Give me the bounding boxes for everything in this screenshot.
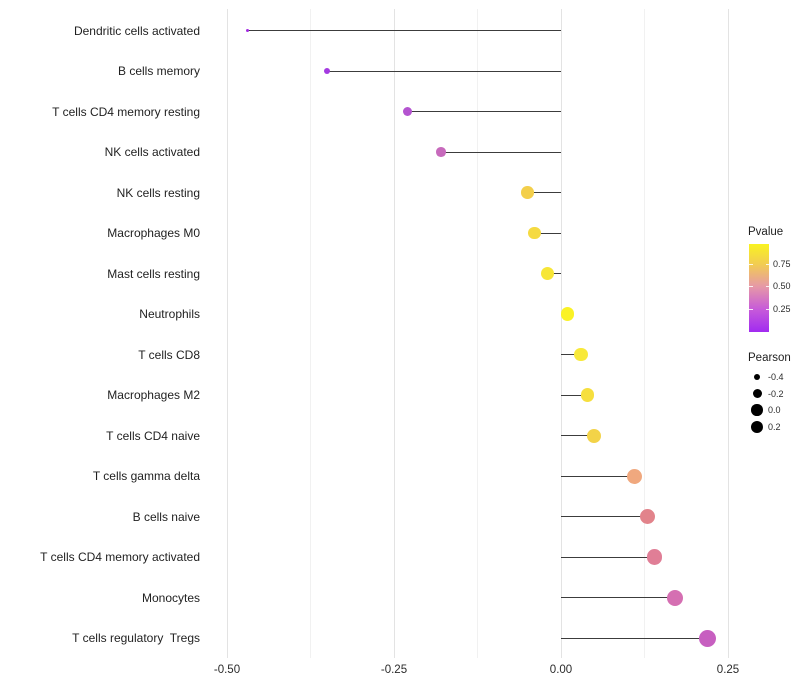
colorbar-tick xyxy=(765,309,769,311)
pvalue-tick-label: 0.75 xyxy=(773,259,791,270)
y-axis-label: NK cells resting xyxy=(116,185,200,200)
y-axis-label: T cells CD4 memory activated xyxy=(40,550,200,565)
y-axis-label: Monocytes xyxy=(141,590,200,605)
y-axis-label: T cells regulatory Tregs xyxy=(72,631,200,646)
gridline-major xyxy=(560,9,562,658)
lollipop-stem xyxy=(561,637,708,639)
colorbar-tick xyxy=(749,309,753,311)
y-axis-label: Macrophages M2 xyxy=(107,388,200,403)
pearson-legend-dot xyxy=(754,374,760,380)
lollipop-stem xyxy=(561,516,648,518)
lollipop-stem xyxy=(407,111,561,113)
lollipop-dot xyxy=(646,549,663,565)
lollipop-dot xyxy=(699,629,717,647)
lollipop-dot xyxy=(626,468,642,484)
colorbar-tick xyxy=(765,286,769,288)
lollipop-dot xyxy=(640,509,656,525)
lollipop-dot xyxy=(402,107,412,117)
lollipop-dot xyxy=(521,186,534,199)
lollipop-stem xyxy=(561,556,655,558)
y-axis-label: Macrophages M0 xyxy=(107,226,200,241)
gridline-minor xyxy=(644,9,645,658)
lollipop-stem xyxy=(534,232,561,234)
y-axis-label: Mast cells resting xyxy=(107,266,200,281)
y-axis-label: Neutrophils xyxy=(139,307,200,322)
gridline-major xyxy=(393,9,395,658)
y-axis-label: B cells memory xyxy=(117,64,200,79)
y-axis-label: T cells CD4 memory resting xyxy=(52,104,200,119)
gridline-minor xyxy=(310,9,311,658)
lollipop-stem xyxy=(547,273,561,275)
pvalue-colorbar xyxy=(749,244,769,332)
y-axis-label: Dendritic cells activated xyxy=(73,23,200,38)
lollipop-dot xyxy=(574,347,588,362)
lollipop-dot xyxy=(560,307,575,321)
lollipop-dot xyxy=(541,267,555,281)
pearson-legend: Pearson -0.4 -0.2 0.0 0.2 xyxy=(748,352,800,442)
pearson-legend-label: 0.2 xyxy=(768,421,781,432)
x-axis-tick-label: 0.00 xyxy=(549,664,573,676)
lollipop-stem xyxy=(440,151,561,153)
lollipop-dot xyxy=(666,589,683,606)
y-axis-label: NK cells activated xyxy=(104,145,200,160)
lollipop-stem xyxy=(561,475,635,477)
pvalue-tick-label: 0.50 xyxy=(773,281,791,292)
y-axis-label: T cells CD4 naive xyxy=(106,428,200,443)
lollipop-dot xyxy=(587,428,602,443)
lollipop-stem xyxy=(561,435,595,437)
colorbar-tick xyxy=(749,264,753,266)
pearson-legend-label: 0.0 xyxy=(768,405,781,416)
lollipop-dot xyxy=(323,67,331,75)
colorbar-tick xyxy=(749,286,753,288)
lollipop-stem xyxy=(561,354,582,356)
lollipop-dot xyxy=(580,388,595,402)
lollipop-stem xyxy=(527,192,561,194)
lollipop-stem xyxy=(561,597,675,599)
lollipop-dot xyxy=(436,147,446,157)
pearson-legend-dot xyxy=(751,404,763,416)
pvalue-legend-title: Pvalue xyxy=(748,226,784,238)
colorbar-tick xyxy=(765,264,769,266)
lollipop-dot xyxy=(528,226,541,240)
pvalue-legend: Pvalue 0.75 0.50 0.25 xyxy=(748,226,800,338)
lollipop-stem xyxy=(561,394,588,396)
pearson-legend-title: Pearson xyxy=(748,352,791,364)
pearson-legend-label: -0.4 xyxy=(768,372,784,382)
pvalue-tick-label: 0.25 xyxy=(773,304,791,315)
y-axis-label: B cells naive xyxy=(132,509,200,524)
x-axis-tick-label: -0.50 xyxy=(213,664,241,676)
pearson-legend-dot xyxy=(752,389,762,399)
lollipop-dot xyxy=(245,29,249,33)
y-axis-label: T cells CD8 xyxy=(138,347,200,362)
gridline-major xyxy=(727,9,729,658)
y-axis-label: T cells gamma delta xyxy=(92,469,200,484)
x-axis-tick-label: 0.25 xyxy=(716,664,740,676)
gridline-major xyxy=(226,9,228,658)
pearson-legend-label: -0.2 xyxy=(768,388,784,399)
lollipop-stem xyxy=(247,30,561,32)
x-axis-tick-label: -0.25 xyxy=(380,664,408,676)
lollipop-stem xyxy=(327,70,561,72)
gridline-minor xyxy=(477,9,478,658)
pearson-legend-dot xyxy=(750,420,764,434)
